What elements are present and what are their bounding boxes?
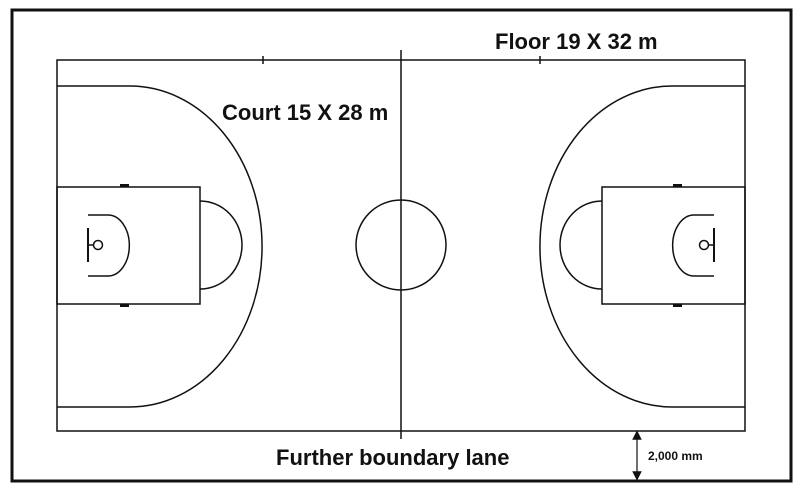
floor-label: Floor 19 X 32 m	[495, 29, 658, 54]
three-point-line-left	[57, 85, 263, 408]
court-label: Court 15 X 28 m	[222, 100, 388, 125]
lane-mark-left-bottom	[120, 304, 129, 307]
free-throw-arc-left	[199, 200, 243, 290]
restricted-area-right	[671, 214, 714, 277]
floor-boundary	[10, 8, 793, 483]
boundary-lane-label: Further boundary lane	[276, 445, 509, 470]
key-area-right	[601, 186, 746, 305]
lane-mark-right-bottom	[673, 304, 682, 307]
key-area-left	[56, 186, 201, 305]
restricted-area-left	[88, 214, 131, 277]
hoop-right	[698, 239, 710, 251]
three-point-line-right	[539, 85, 745, 408]
free-throw-arc-right	[559, 200, 603, 290]
lane-mark-left-top	[120, 184, 129, 187]
dimension-label: 2,000 mm	[648, 449, 703, 463]
lane-mark-right-top	[673, 184, 682, 187]
center-circle	[355, 199, 447, 291]
hoop-left	[92, 239, 104, 251]
